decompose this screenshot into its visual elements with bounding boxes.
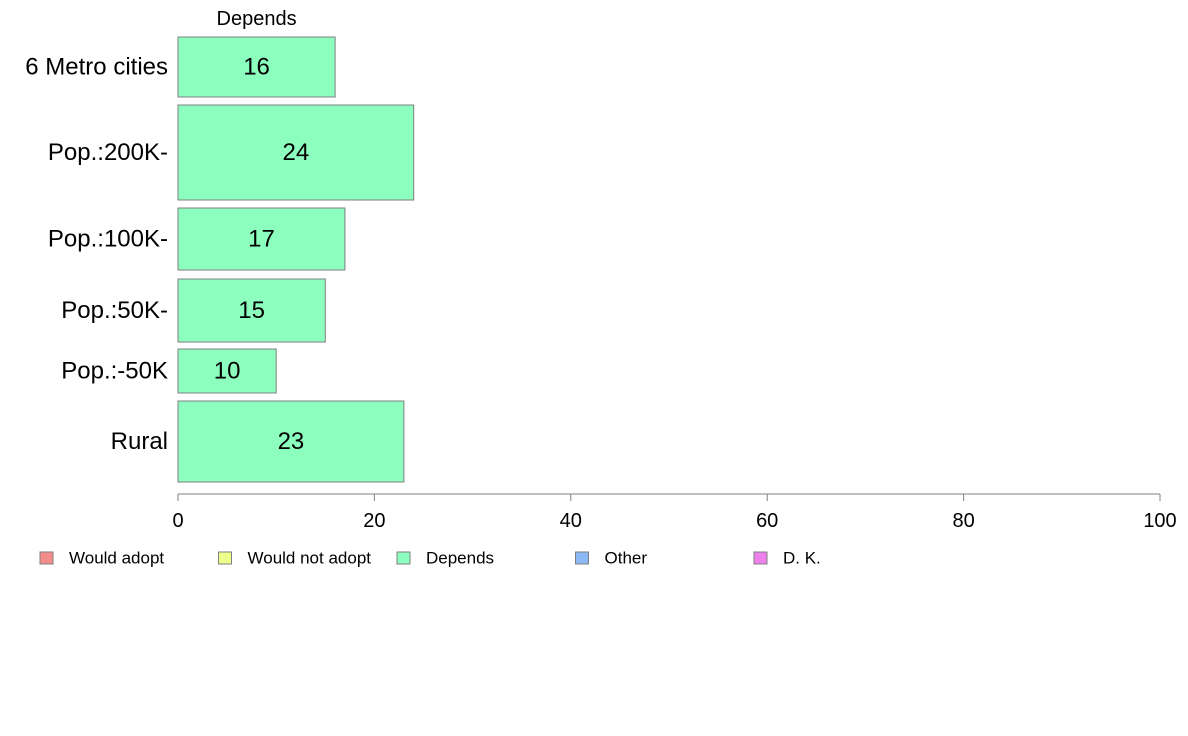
category-label-pop-50k: Pop.:-50K	[61, 358, 168, 385]
bars: 6 Metro cities 16 Pop.:200K- 24 Pop.:100K- 17…	[25, 36, 415, 483]
category-label-pop-50k: Pop.:50K-	[61, 297, 168, 324]
x-tick-label-60: 60	[756, 510, 778, 532]
legend-label-d-k: D. K.	[783, 549, 821, 568]
bar-value-pop-50k: 10	[214, 358, 241, 385]
category-label-pop-200k: Pop.:200K-	[48, 139, 168, 166]
legend-swatch-d-k	[753, 551, 768, 565]
x-tick-label-0: 0	[172, 510, 183, 532]
legend-swatch-other	[575, 551, 589, 565]
category-label-pop-100k: Pop.:100K-	[48, 226, 168, 253]
series-title: Depends	[217, 8, 297, 30]
x-tick-label-100: 100	[1143, 510, 1176, 532]
bar-value-pop-200k: 24	[282, 139, 309, 166]
bar-pop-50k	[177, 348, 277, 394]
legend-label-would-adopt: Would adopt	[69, 549, 164, 568]
bar-pop-200k	[177, 104, 415, 201]
bar-pop-100k	[177, 207, 346, 271]
bar-6-metro-cities	[177, 36, 336, 98]
legend-swatch-would-not-adopt	[218, 551, 232, 565]
category-label-6-metro-cities: 6 Metro cities	[25, 54, 168, 81]
legend-label-depends: Depends	[426, 549, 494, 568]
bar-value-pop-100k: 17	[248, 226, 275, 253]
x-tick-label-80: 80	[952, 510, 974, 532]
category-label-rural: Rural	[111, 428, 168, 455]
legend-label-would-not-adopt: Would not adopt	[248, 549, 372, 568]
legend: Would adopt Would not adopt Depends Other D.…	[39, 549, 821, 568]
bar-value-pop-50k: 15	[238, 297, 265, 324]
bar-pop-50k	[177, 278, 326, 343]
x-axis: 0 20 40 60 80 100	[172, 493, 1177, 532]
x-tick-label-20: 20	[363, 510, 385, 532]
bar-value-6-metro-cities: 16	[243, 54, 270, 81]
legend-label-other: Other	[605, 549, 648, 568]
legend-swatch-depends	[396, 551, 411, 565]
bar-rural	[177, 400, 405, 483]
bar-value-rural: 23	[278, 428, 305, 455]
legend-swatch-would-adopt	[39, 551, 54, 565]
x-tick-label-40: 40	[560, 510, 582, 532]
